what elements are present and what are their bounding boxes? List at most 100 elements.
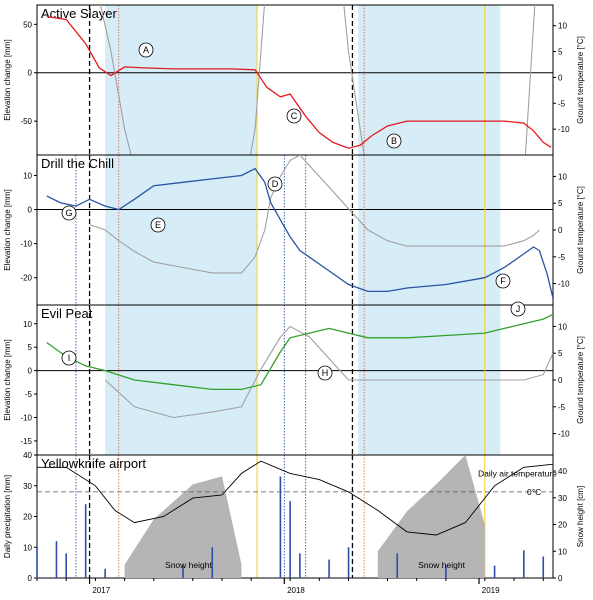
y2-tick-label: 5 xyxy=(558,48,563,57)
y2-tick-label: -5 xyxy=(558,403,566,412)
thaw-season-band xyxy=(105,305,258,455)
thaw-season-band xyxy=(105,155,258,305)
y2-tick-label: -5 xyxy=(558,253,566,262)
y2-tick-label: -10 xyxy=(558,430,570,439)
precipitation-bar xyxy=(182,565,184,578)
precipitation-bar xyxy=(65,553,68,578)
precipitation-bar xyxy=(328,559,330,578)
y-tick-label: 0 xyxy=(28,574,33,583)
annotation-circle xyxy=(495,273,511,289)
y-tick-label: 10 xyxy=(23,543,32,552)
y2-tick-label: 5 xyxy=(558,199,563,208)
annotation-A: A xyxy=(138,42,154,58)
y-tick-label: 0 xyxy=(28,367,33,376)
y-tick-label: -50 xyxy=(20,117,32,126)
precipitation-bar xyxy=(279,476,282,578)
annotation-circle xyxy=(510,301,526,317)
y2-axis-label: Ground temperature [°C] xyxy=(576,336,585,424)
precipitation-bar xyxy=(104,568,106,578)
annotation-C: C xyxy=(286,108,302,124)
y-tick-label: 0 xyxy=(28,206,33,215)
y2-tick-label: 40 xyxy=(558,467,567,476)
y-tick-label: 40 xyxy=(23,451,32,460)
y-tick-label: -15 xyxy=(20,437,32,446)
annotation-label: C xyxy=(291,111,298,121)
snow-height-area xyxy=(377,455,485,578)
ground-temperature-line xyxy=(89,155,540,274)
thaw-season-band xyxy=(358,5,501,155)
annotation-label: G xyxy=(65,208,72,218)
precipitation-bar xyxy=(289,501,291,578)
annotation-F: F xyxy=(495,273,511,289)
panel-4: Yellowknife airport010203040010203040Dai… xyxy=(3,451,585,595)
annotation-D: D xyxy=(267,176,283,192)
y2-tick-label: -5 xyxy=(558,99,566,108)
annotation-I: I xyxy=(61,350,77,366)
y2-axis-label: Ground temperature [°C] xyxy=(576,36,585,124)
y2-tick-label: 10 xyxy=(558,322,567,331)
annotation-circle xyxy=(61,205,77,221)
annotation-E: E xyxy=(150,217,166,233)
annotation-circle xyxy=(317,365,333,381)
annotation-circle xyxy=(386,133,402,149)
annotation-H: H xyxy=(317,365,333,381)
air-temperature-label: Daily air temperature xyxy=(478,469,557,479)
y2-axis-label: Ground temperature [°C] xyxy=(576,186,585,274)
x-tick-label: 2019 xyxy=(482,586,500,595)
y2-tick-label: -10 xyxy=(558,125,570,134)
y-tick-label: 10 xyxy=(23,171,32,180)
annotation-J: J xyxy=(510,301,526,317)
y2-axis-label: Snow height [cm] xyxy=(576,486,585,547)
y2-tick-label: 30 xyxy=(558,494,567,503)
y-tick-label: -5 xyxy=(25,390,33,399)
y-tick-label: -20 xyxy=(20,274,32,283)
y-tick-label: 0 xyxy=(28,69,33,78)
precipitation-bar xyxy=(347,547,350,578)
elevation-series-line xyxy=(46,15,552,149)
precipitation-bar xyxy=(445,565,447,578)
snow-height-label: Snow height xyxy=(418,560,465,570)
y2-tick-label: 5 xyxy=(558,349,563,358)
annotation-B: B xyxy=(386,133,402,149)
precipitation-bar xyxy=(55,541,58,578)
y-axis-label: Elevation change [mm] xyxy=(3,39,12,120)
y2-tick-label: 20 xyxy=(558,521,567,530)
annotation-label: D xyxy=(272,179,279,189)
annotation-G: G xyxy=(61,205,77,221)
panel-title: Active Slayer xyxy=(41,6,118,21)
precipitation-bar xyxy=(542,556,545,578)
elevation-series-line xyxy=(46,167,553,299)
annotation-label: H xyxy=(322,368,329,378)
precipitation-bar xyxy=(211,547,214,578)
annotation-label: I xyxy=(68,353,71,363)
annotation-label: J xyxy=(516,304,521,314)
y-axis-label: Daily precipitation [mm] xyxy=(3,475,12,558)
precipitation-bar xyxy=(84,504,87,578)
y2-tick-label: 0 xyxy=(558,226,563,235)
precipitation-bar xyxy=(36,547,38,578)
annotation-circle xyxy=(138,42,154,58)
y-tick-label: -10 xyxy=(20,414,32,423)
annotation-label: E xyxy=(155,220,161,230)
y-tick-label: 30 xyxy=(23,482,32,491)
y2-tick-label: -10 xyxy=(558,280,570,289)
x-tick-label: 2018 xyxy=(287,586,305,595)
y-tick-label: 10 xyxy=(23,320,32,329)
panel-title: Yellowknife airport xyxy=(41,456,146,471)
y-tick-label: -10 xyxy=(20,240,32,249)
y-tick-label: 50 xyxy=(23,20,32,29)
elevation-series-line xyxy=(46,313,553,391)
y-tick-label: 5 xyxy=(28,343,33,352)
x-tick-label: 2017 xyxy=(92,586,110,595)
annotation-label: F xyxy=(500,276,506,286)
thaw-season-band xyxy=(105,5,258,155)
ground-temperature-line xyxy=(104,325,553,419)
annotation-circle xyxy=(150,217,166,233)
y2-tick-label: 10 xyxy=(558,172,567,181)
panel-3: Evil Peat -15 -10 -5 0 5 10 -10 -5 0 5 10 Elevation … xyxy=(3,304,585,456)
annotation-circle xyxy=(286,108,302,124)
thaw-season-band xyxy=(358,155,501,305)
y-axis-label: Elevation change [mm] xyxy=(3,189,12,270)
